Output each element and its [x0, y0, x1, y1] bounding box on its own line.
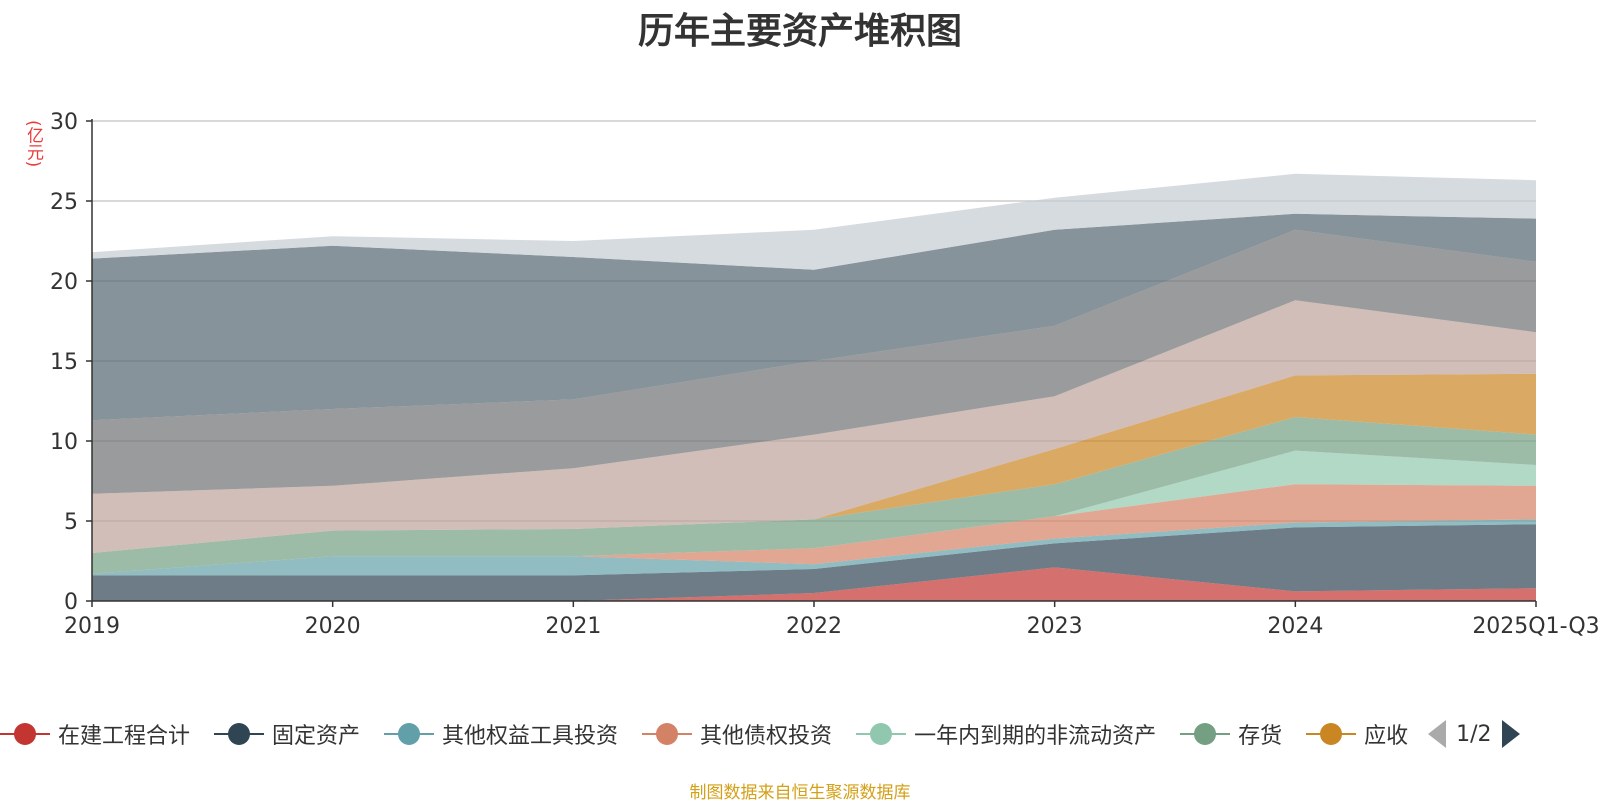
y-tick-label-5: 5: [64, 510, 78, 535]
legend-item[interactable]: 在建工程合计: [0, 718, 190, 750]
legend-item[interactable]: 其他权益工具投资: [384, 718, 618, 750]
legend-marker-icon: [1306, 721, 1357, 747]
y-tick-label-25: 25: [50, 190, 78, 215]
x-tick-label-2022: 2022: [786, 614, 842, 639]
area-series-10: [92, 173, 1536, 270]
legend-item-label: 其他权益工具投资: [442, 724, 619, 749]
chart-title: 历年主要资产堆积图: [637, 11, 962, 52]
x-tick-label-2020: 2020: [305, 614, 361, 639]
legend-items: 在建工程合计 固定资产 其他权益工具投资 其他债权投资 一年内到期的非流动资产 存货 应收: [0, 718, 1432, 750]
legend-item[interactable]: 应收: [1306, 718, 1408, 750]
area-series-2: [92, 519, 1536, 576]
area-series-7: [92, 300, 1536, 553]
legend-marker-icon: [0, 721, 50, 747]
x-tick-label-2024: 2024: [1267, 614, 1323, 639]
area-series-5: [92, 417, 1536, 574]
legend-marker-icon: [1180, 721, 1231, 747]
y-tick-label-30: 30: [50, 110, 78, 135]
legend-marker-icon: [642, 721, 693, 747]
legend-item-label: 固定资产: [272, 724, 361, 749]
x-tick-label-2021: 2021: [545, 614, 601, 639]
legend-item-label: 存货: [1238, 724, 1283, 749]
legend-item-label: 在建工程合计: [58, 724, 191, 749]
legend: 在建工程合计 固定资产 其他权益工具投资 其他债权投资 一年内到期的非流动资产 存货 应收 …: [0, 714, 1600, 754]
legend-item[interactable]: 存货: [1180, 718, 1282, 750]
x-tick-label-2025Q1-Q3: 2025Q1-Q3: [1472, 614, 1599, 639]
x-tick-label-2023: 2023: [1027, 614, 1083, 639]
area-series-9: [92, 213, 1536, 421]
area-series-1: [92, 524, 1536, 601]
area-series-6: [92, 373, 1536, 553]
legend-item[interactable]: 固定资产: [214, 718, 360, 750]
y-tick-label-20: 20: [50, 270, 78, 295]
legend-item-label: 其他债权投资: [700, 724, 833, 749]
data-source-note: 制图数据来自恒生聚源数据库: [689, 783, 911, 803]
y-tick-label-10: 10: [50, 430, 78, 455]
legend-item-label: 一年内到期的非流动资产: [914, 724, 1157, 749]
legend-next-page-icon[interactable]: [1501, 720, 1520, 748]
x-tick-label-2019: 2019: [64, 614, 120, 639]
legend-marker-icon: [384, 721, 435, 747]
legend-page-label: 1/2: [1456, 721, 1492, 747]
legend-pager: 1/2: [1428, 720, 1520, 748]
y-tick-label-15: 15: [50, 350, 78, 375]
y-axis-unit: (亿元): [23, 120, 43, 168]
legend-item[interactable]: 其他债权投资: [642, 718, 832, 750]
legend-item-label: 应收: [1364, 724, 1409, 749]
area-series-4: [92, 450, 1536, 574]
legend-prev-page-icon[interactable]: [1428, 720, 1447, 748]
legend-marker-icon: [856, 721, 907, 747]
area-series-3: [92, 484, 1536, 574]
legend-item[interactable]: 一年内到期的非流动资产: [856, 718, 1156, 750]
y-tick-label-0: 0: [64, 590, 78, 615]
area-series-0: [92, 567, 1536, 601]
stacked-area-chart: 0 5 10 15 20 25 30 2019 2020 2021 2022 2023 2024 2025…: [50, 110, 1600, 639]
area-series-8: [92, 229, 1536, 494]
legend-marker-icon: [214, 721, 265, 747]
